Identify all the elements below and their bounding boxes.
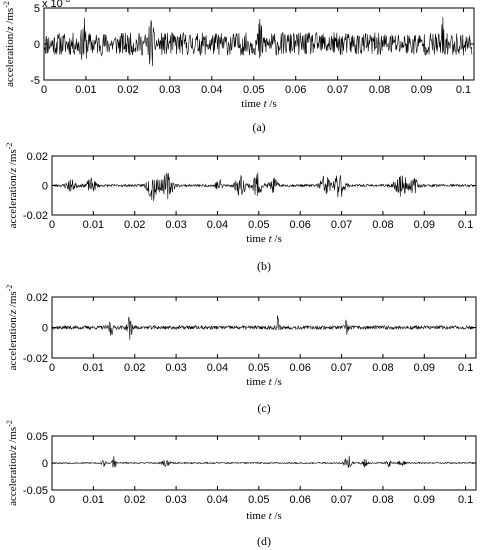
- x-tick-label: 0.08: [372, 494, 393, 506]
- x-tick-label: 0.03: [165, 362, 186, 374]
- y-axis-label: acceleration/z /ms-2: [5, 420, 19, 506]
- y-axis-label: acceleration/z /ms-2: [2, 1, 16, 87]
- panel-label: (c): [257, 401, 270, 415]
- x-tick-label: 0.05: [248, 362, 269, 374]
- x-tick-label: 0: [41, 84, 47, 96]
- x-tick-label: 0.07: [331, 219, 352, 231]
- y-tick-label: 0.02: [27, 151, 48, 163]
- y-tick-label: 0: [42, 323, 48, 335]
- panel-3: 0 0.01 0.02 0.03 0.04 0.05 0.06 0.07 0.08 0.09 0.1…: [5, 285, 477, 415]
- x-tick-label: 0.01: [83, 494, 104, 506]
- signal-trace: [51, 315, 475, 340]
- signal-trace: [51, 172, 475, 202]
- x-tick-label: 0: [49, 494, 55, 506]
- x-tick-label: 0.05: [248, 219, 269, 231]
- y-tick-label: -5: [30, 75, 40, 87]
- x-tick-label: 0.01: [83, 362, 104, 374]
- y-tick-label: -0.02: [23, 353, 48, 365]
- x-tick-label: 0.01: [83, 219, 104, 231]
- x-tick-label: 0.03: [165, 494, 186, 506]
- signal-trace: [51, 455, 475, 468]
- y-tick-label: 0: [34, 39, 40, 51]
- x-tick-label: 0.04: [207, 362, 228, 374]
- y-tick-label: 0.05: [27, 431, 48, 443]
- panel-label: (d): [257, 534, 271, 548]
- x-tick-label: 0.07: [327, 84, 348, 96]
- x-tick-label: 0.02: [117, 84, 138, 96]
- x-tick-label: 0.1: [456, 84, 471, 96]
- x-tick-label: 0.07: [331, 362, 352, 374]
- y-exponent-label: x 10-3: [42, 0, 70, 10]
- x-tick-label: 0.06: [289, 219, 310, 231]
- x-tick-label: 0.04: [207, 219, 228, 231]
- x-axis-label: time t /s: [246, 510, 281, 522]
- x-axis-label: time t /s: [246, 233, 281, 245]
- x-tick-label: 0.07: [331, 494, 352, 506]
- panel-label: (b): [257, 259, 271, 273]
- y-tick-label: -0.02: [23, 210, 48, 222]
- x-tick-label: 0.04: [207, 494, 228, 506]
- x-tick-label: 0: [49, 219, 55, 231]
- x-axis-label: time t /s: [246, 376, 281, 388]
- x-tick-label: 0.01: [75, 84, 96, 96]
- x-tick-label: 0.1: [458, 494, 473, 506]
- panel-label: (a): [252, 120, 265, 134]
- x-tick-label: 0.08: [372, 219, 393, 231]
- x-tick-label: 0.03: [159, 84, 180, 96]
- x-tick-label: 0.09: [414, 494, 435, 506]
- x-tick-label: 0.03: [165, 219, 186, 231]
- x-axis-label: time t /s: [241, 98, 276, 110]
- x-tick-label: 0.02: [124, 362, 145, 374]
- panel-4: 0 0.01 0.02 0.03 0.04 0.05 0.06 0.07 0.08 0.09 0.1…: [5, 420, 477, 548]
- x-tick-label: 0.02: [124, 219, 145, 231]
- panel-2: 0 0.01 0.02 0.03 0.04 0.05 0.06 0.07 0.08 0.09 0.1…: [5, 143, 477, 273]
- x-tick-label: 0.1: [458, 219, 473, 231]
- x-tick-label: 0.1: [458, 362, 473, 374]
- x-tick-label: 0.09: [414, 362, 435, 374]
- x-tick-label: 0.02: [124, 494, 145, 506]
- panel-1: 0 0.01 0.02 0.03 0.04 0.05 0.06 0.07 0.08 0.09 0.1…: [2, 0, 475, 134]
- y-tick-label: 0: [42, 458, 48, 470]
- x-tick-label: 0.06: [289, 362, 310, 374]
- x-tick-label: 0.05: [243, 84, 264, 96]
- x-tick-label: 0.06: [289, 494, 310, 506]
- x-tick-label: 0.04: [201, 84, 222, 96]
- x-tick-label: 0: [49, 362, 55, 374]
- y-axis-label: acceleration/z /ms-2: [5, 285, 19, 371]
- x-tick-label: 0.06: [285, 84, 306, 96]
- y-tick-label: 0.02: [27, 292, 48, 304]
- x-tick-label: 0.09: [414, 219, 435, 231]
- x-tick-label: 0.05: [248, 494, 269, 506]
- x-tick-label: 0.08: [369, 84, 390, 96]
- x-tick-label: 0.08: [372, 362, 393, 374]
- signal-trace: [43, 17, 473, 67]
- y-tick-label: 5: [34, 3, 40, 15]
- y-tick-label: 0: [42, 181, 48, 193]
- y-tick-label: -0.05: [23, 485, 48, 497]
- x-tick-label: 0.09: [411, 84, 432, 96]
- y-axis-label: acceleration/z /ms-2: [5, 143, 19, 229]
